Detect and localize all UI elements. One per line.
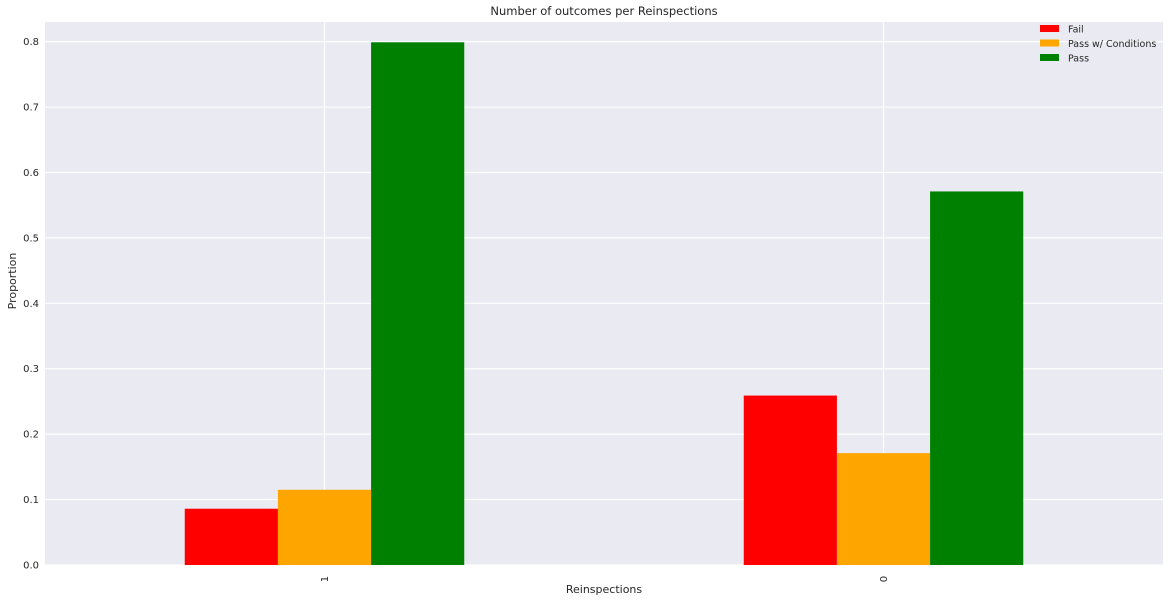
y-tick-label: 0.1: [23, 495, 39, 506]
legend-swatch: [1040, 39, 1059, 47]
y-tick-label: 0.4: [23, 299, 39, 310]
tick-labels: 0.0 0.1 0.2 0.3 0.4 0.5 0.6 0.7 0.8 1 0: [23, 37, 890, 582]
bar-pass-1: [371, 42, 465, 566]
bars: [184, 42, 1024, 566]
legend: Fail Pass w/ Conditions Pass: [1040, 25, 1156, 65]
bar-fail-1: [184, 508, 278, 565]
legend-swatch: [1040, 54, 1059, 61]
bar-pass-w-conditions-0: [836, 453, 931, 565]
y-tick-label: 0.5: [23, 233, 39, 244]
bar-pass-w-conditions-1: [277, 489, 372, 565]
x-tick-label: 1: [320, 576, 331, 582]
x-axis-label: Reinspections: [566, 583, 643, 596]
y-tick-label: 0.8: [23, 37, 39, 48]
y-tick-label: 0.6: [23, 168, 39, 179]
y-tick-label: 0.3: [23, 364, 39, 375]
y-tick-label: 0.0: [23, 561, 39, 572]
x-tick-label: 0: [879, 576, 890, 582]
legend-swatch: [1040, 25, 1059, 32]
legend-label: Pass w/ Conditions: [1068, 39, 1156, 50]
chart-title: Number of outcomes per Reinspections: [490, 4, 717, 18]
bar-pass-0: [930, 191, 1024, 565]
y-tick-label: 0.2: [23, 430, 39, 441]
bar-fail-0: [743, 395, 837, 565]
y-axis-label: Proportion: [6, 253, 19, 310]
legend-label: Pass: [1068, 54, 1089, 65]
y-tick-label: 0.7: [23, 103, 39, 114]
legend-label: Fail: [1068, 25, 1084, 36]
